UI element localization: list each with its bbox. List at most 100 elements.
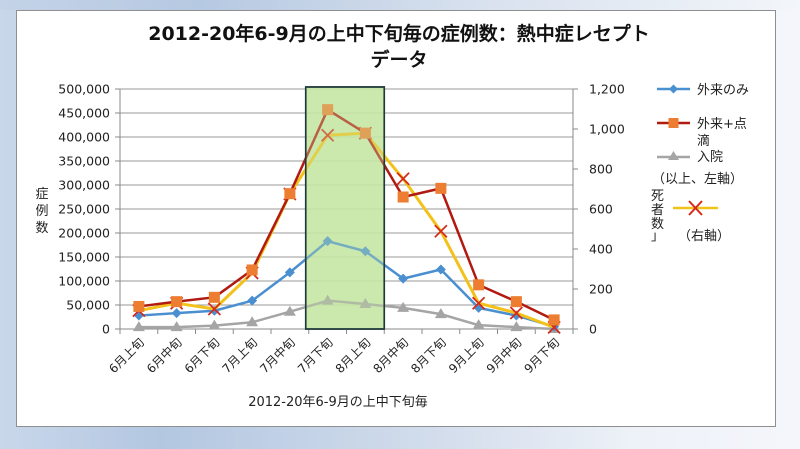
x-category-label: 8月中旬 bbox=[370, 335, 411, 376]
x-marker-icon bbox=[434, 224, 448, 238]
legend-left-axis-note: （以上、左軸） bbox=[652, 172, 743, 187]
series-line bbox=[138, 239, 555, 328]
y2-tick-label: 800 bbox=[589, 162, 613, 177]
y-tick-label: 300,000 bbox=[58, 178, 110, 193]
svg-text:滴: 滴 bbox=[697, 133, 710, 149]
triangle-marker-icon bbox=[472, 319, 485, 330]
svg-text:外来のみ: 外来のみ bbox=[697, 83, 749, 98]
legend: 外来のみ 外来+点 滴 入院 （以上、左軸） 死 者 数 」 （右軸） bbox=[651, 83, 749, 244]
y2-tick-label: 600 bbox=[589, 202, 613, 217]
square-marker-icon bbox=[284, 188, 296, 200]
svg-text:数: 数 bbox=[35, 221, 48, 236]
y2-tick-label: 0 bbox=[589, 322, 597, 337]
triangle-marker-icon bbox=[510, 321, 523, 332]
chart-title-line-2: データ bbox=[370, 48, 427, 71]
series-line bbox=[138, 108, 555, 322]
square-marker-icon bbox=[473, 279, 485, 291]
chart-title-line-1: 2012-20年6-9月の上中下旬毎の症例数：熱中症レセプト bbox=[148, 22, 650, 45]
square-marker-icon bbox=[548, 314, 560, 326]
triangle-marker-icon bbox=[208, 319, 221, 330]
svg-text:症: 症 bbox=[35, 187, 48, 202]
diamond-marker-icon bbox=[171, 308, 182, 319]
y-tick-label: 450,000 bbox=[58, 106, 110, 121]
legend-item-inpatient: 入院 bbox=[657, 150, 723, 165]
x-category-label: 6月上旬 bbox=[106, 335, 147, 376]
square-marker-icon bbox=[668, 118, 679, 128]
y-tick-label: 150,000 bbox=[58, 250, 110, 265]
y2-tick-label: 400 bbox=[589, 242, 613, 257]
svg-text:」: 」 bbox=[651, 229, 664, 244]
y2-tick-label: 200 bbox=[589, 282, 613, 297]
triangle-marker-icon bbox=[668, 151, 679, 160]
y2-tick-label: 1,200 bbox=[589, 82, 625, 97]
diamond-marker-icon bbox=[360, 246, 371, 257]
svg-text:外来+点: 外来+点 bbox=[697, 117, 747, 132]
x-category-label: 7月下旬 bbox=[295, 335, 336, 376]
y-tick-label: 250,000 bbox=[58, 202, 110, 217]
diamond-marker-icon bbox=[322, 236, 333, 247]
y-axis-title: 症 例 数 bbox=[35, 187, 48, 236]
x-category-label: 7月中旬 bbox=[257, 335, 298, 376]
x-category-label: 9月下旬 bbox=[521, 335, 562, 376]
square-marker-icon bbox=[246, 264, 258, 276]
y-tick-label: 500,000 bbox=[58, 82, 110, 97]
triangle-marker-icon bbox=[359, 298, 372, 309]
svg-text:数: 数 bbox=[651, 217, 664, 232]
x-marker-icon bbox=[688, 200, 703, 216]
triangle-marker-icon bbox=[283, 305, 296, 316]
x-marker-icon bbox=[396, 172, 410, 186]
series-line bbox=[138, 131, 555, 329]
triangle-marker-icon bbox=[132, 321, 145, 332]
x-category-label: 6月中旬 bbox=[143, 335, 184, 376]
triangle-marker-icon bbox=[434, 308, 447, 319]
square-marker-icon bbox=[133, 300, 145, 312]
svg-text:例: 例 bbox=[35, 204, 48, 219]
x-category-label: 8月上旬 bbox=[333, 335, 374, 376]
plot-area: 0 50,000 100,000 150,000 200,000 250,000 300,0… bbox=[58, 82, 625, 376]
diamond-marker-icon bbox=[247, 295, 258, 306]
diamond-marker-icon bbox=[398, 273, 409, 284]
y-tick-label: 0 bbox=[102, 322, 110, 337]
x-marker-icon bbox=[509, 306, 524, 320]
triangle-marker-icon bbox=[321, 294, 334, 305]
diamond-marker-icon bbox=[133, 310, 144, 321]
diamond-marker-icon bbox=[669, 84, 678, 94]
x-category-label: 8月下旬 bbox=[408, 335, 449, 376]
highlight-band-overlay bbox=[304, 86, 386, 330]
x-category-label: 9月上旬 bbox=[446, 335, 487, 376]
square-marker-icon bbox=[208, 291, 220, 303]
series-line bbox=[138, 299, 555, 331]
square-marker-icon bbox=[171, 296, 183, 308]
x-category-label: 6月下旬 bbox=[182, 335, 223, 376]
x-marker-icon bbox=[207, 302, 222, 316]
y2-tick-label: 1,000 bbox=[589, 122, 625, 137]
svg-text:者: 者 bbox=[651, 203, 664, 218]
y-tick-label: 50,000 bbox=[66, 298, 110, 313]
triangle-marker-icon bbox=[246, 316, 259, 327]
x-marker-icon bbox=[471, 296, 486, 310]
svg-text:入院: 入院 bbox=[697, 150, 723, 165]
square-marker-icon bbox=[510, 296, 522, 308]
y-tick-label: 350,000 bbox=[58, 154, 110, 169]
y-tick-label: 200,000 bbox=[58, 226, 110, 241]
square-marker-icon bbox=[397, 191, 409, 203]
legend-item-deaths: 死 者 数 」 bbox=[651, 189, 718, 244]
x-marker-icon bbox=[320, 128, 335, 142]
legend-item-outpatient-drip: 外来+点 滴 bbox=[657, 117, 747, 149]
legend-right-axis-note: （右軸） bbox=[678, 229, 730, 244]
x-category-label: 9月中旬 bbox=[483, 335, 524, 376]
y-tick-label: 100,000 bbox=[58, 274, 110, 289]
y-tick-label: 400,000 bbox=[58, 130, 110, 145]
triangle-marker-icon bbox=[170, 321, 183, 332]
diamond-marker-icon bbox=[284, 267, 295, 278]
chart-frame bbox=[16, 10, 776, 427]
x-category-label: 7月上旬 bbox=[219, 335, 260, 376]
diamond-marker-icon bbox=[435, 264, 446, 275]
square-marker-icon bbox=[322, 104, 334, 116]
svg-text:死: 死 bbox=[651, 189, 664, 204]
triangle-marker-icon bbox=[397, 301, 410, 312]
x-axis-title: 2012-20年6-9月の上中下旬毎 bbox=[248, 394, 428, 410]
square-marker-icon bbox=[359, 127, 371, 139]
legend-item-outpatient: 外来のみ bbox=[657, 83, 749, 98]
